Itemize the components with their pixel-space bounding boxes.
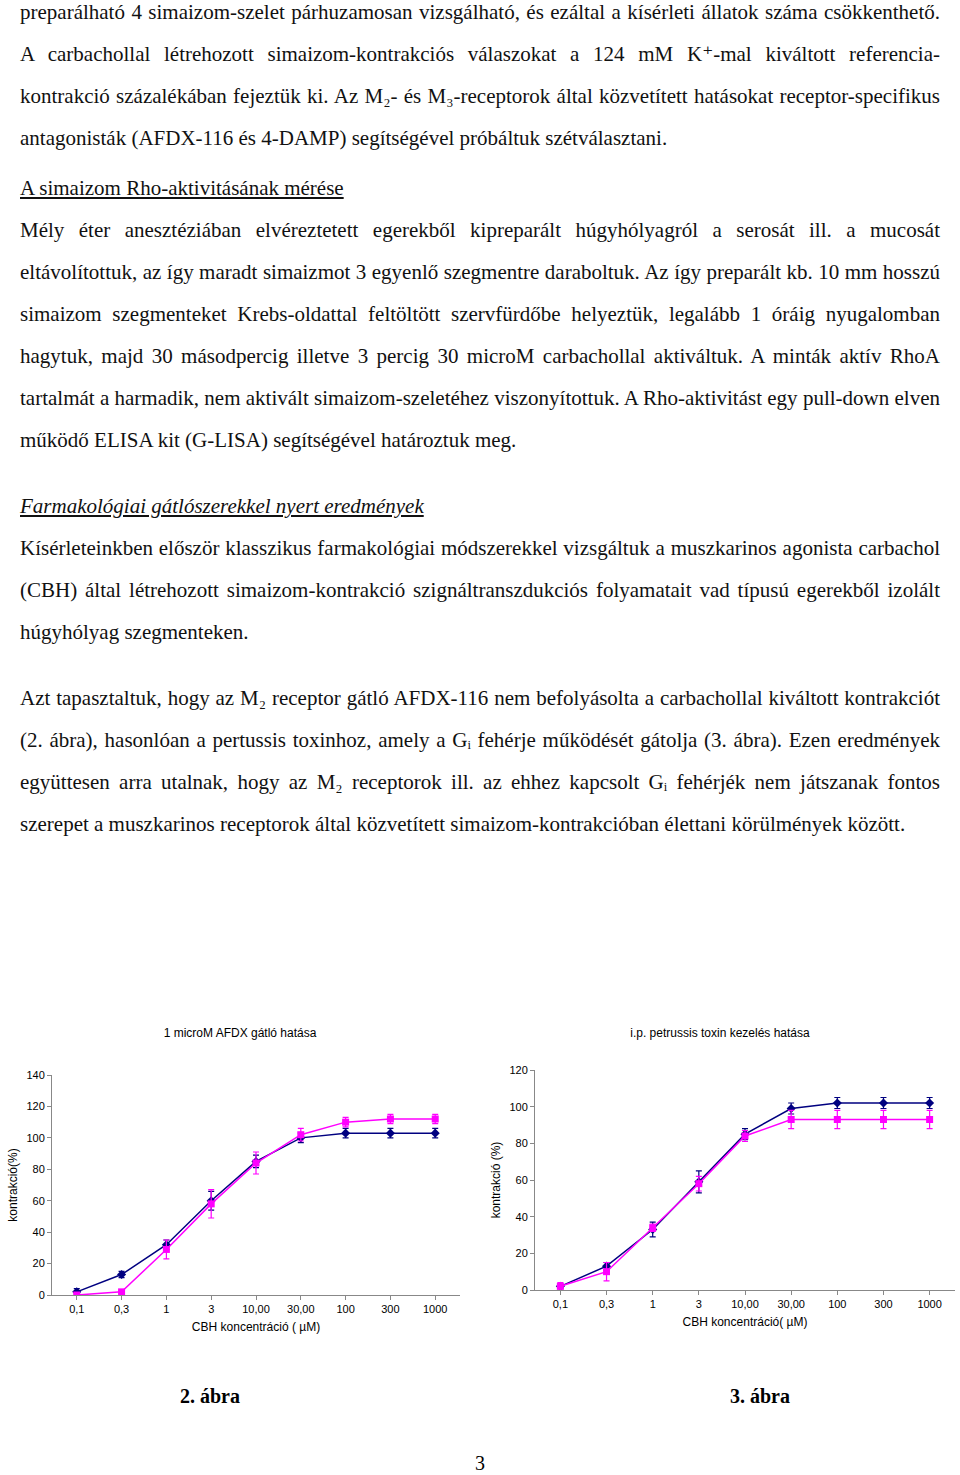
svg-text:1000: 1000 (423, 1303, 447, 1315)
svg-text:120: 120 (509, 1064, 527, 1076)
html-text:3: 3 (475, 1452, 485, 1474)
svg-text:0: 0 (39, 1289, 45, 1301)
svg-text:30,00: 30,00 (777, 1298, 805, 1310)
svg-text:1: 1 (163, 1303, 169, 1315)
svg-text:CBH koncentráció( µM): CBH koncentráció( µM) (683, 1315, 808, 1329)
svg-text:0,3: 0,3 (114, 1303, 129, 1315)
html-text:Azt tapasztaltuk, hogy az M₂ r: Azt tapasztaltuk, hogy az M₂ receptor gá… (20, 686, 940, 836)
svg-text:3: 3 (208, 1303, 214, 1315)
svg-text:10,00: 10,00 (731, 1298, 759, 1310)
svg-text:0,1: 0,1 (553, 1298, 568, 1310)
svg-text:80: 80 (33, 1163, 45, 1175)
svg-text:100: 100 (828, 1298, 846, 1310)
svg-text:140: 140 (26, 1069, 44, 1081)
svg-text:0,3: 0,3 (599, 1298, 614, 1310)
svg-text:1 microM AFDX gátló hatása: 1 microM AFDX gátló hatása (164, 1026, 317, 1040)
svg-text:300: 300 (874, 1298, 892, 1310)
svg-text:20: 20 (516, 1247, 528, 1259)
html-text:Farmakológiai gátlószerekkel n: Farmakológiai gátlószerekkel nyert eredm… (20, 494, 424, 518)
svg-text:120: 120 (26, 1100, 44, 1112)
svg-text:kontrakció(%): kontrakció(%) (6, 1148, 20, 1221)
svg-text:0,1: 0,1 (69, 1303, 84, 1315)
svg-text:60: 60 (33, 1195, 45, 1207)
html-text:preparálható 4 simaizom-szelet: preparálható 4 simaizom-szelet párhuzamo… (20, 0, 940, 150)
svg-text:CBH koncentráció ( µM): CBH koncentráció ( µM) (192, 1320, 320, 1334)
svg-text:40: 40 (516, 1211, 528, 1223)
svg-text:60: 60 (516, 1174, 528, 1186)
html-text:A simaizom Rho-aktivitásának m: A simaizom Rho-aktivitásának mérése (20, 176, 344, 200)
html-text:Mély éter anesztéziában elvére: Mély éter anesztéziában elvéreztetett eg… (20, 218, 940, 452)
svg-text:300: 300 (381, 1303, 399, 1315)
svg-text:100: 100 (509, 1101, 527, 1113)
svg-text:100: 100 (26, 1132, 44, 1144)
svg-text:0: 0 (522, 1284, 528, 1296)
svg-text:10,00: 10,00 (242, 1303, 270, 1315)
svg-text:1000: 1000 (917, 1298, 941, 1310)
svg-text:30,00: 30,00 (287, 1303, 315, 1315)
svg-text:kontrakció (%): kontrakció (%) (489, 1142, 503, 1219)
svg-text:20: 20 (33, 1257, 45, 1269)
svg-text:40: 40 (33, 1226, 45, 1238)
svg-text:80: 80 (516, 1137, 528, 1149)
svg-text:100: 100 (336, 1303, 354, 1315)
svg-text:3: 3 (696, 1298, 702, 1310)
html-text:2. ábra: 2. ábra (180, 1385, 240, 1407)
html-text:Kísérleteinkben először klassz: Kísérleteinkben először klasszikus farma… (20, 536, 940, 644)
svg-text:i.p. petrussis toxin kezelés h: i.p. petrussis toxin kezelés hatása (630, 1026, 810, 1040)
svg-text:1: 1 (650, 1298, 656, 1310)
html-text:3. ábra: 3. ábra (730, 1385, 790, 1407)
